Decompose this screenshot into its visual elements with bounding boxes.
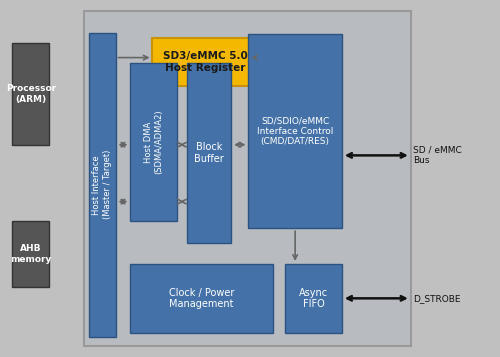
FancyBboxPatch shape xyxy=(152,38,258,86)
FancyBboxPatch shape xyxy=(12,43,49,145)
Text: Block
Buffer: Block Buffer xyxy=(194,142,224,164)
Text: SD3/eMMC 5.0
Host Register: SD3/eMMC 5.0 Host Register xyxy=(163,51,248,73)
Text: D_STROBE: D_STROBE xyxy=(413,294,461,303)
Text: SD/SDIO/eMMC
Interface Control
(CMD/DAT/RES): SD/SDIO/eMMC Interface Control (CMD/DAT/… xyxy=(257,116,334,146)
FancyBboxPatch shape xyxy=(130,264,273,333)
FancyBboxPatch shape xyxy=(88,33,116,337)
Text: Host DMA
(SDMA/ADMA2): Host DMA (SDMA/ADMA2) xyxy=(144,110,164,174)
Text: AHB
memory: AHB memory xyxy=(10,245,51,264)
Text: Host Interface
(Master / Target): Host Interface (Master / Target) xyxy=(92,150,112,220)
Text: Async
FIFO: Async FIFO xyxy=(299,288,328,309)
FancyBboxPatch shape xyxy=(130,63,177,221)
FancyBboxPatch shape xyxy=(286,264,342,333)
FancyBboxPatch shape xyxy=(187,63,231,242)
FancyBboxPatch shape xyxy=(12,221,49,287)
Text: SD / eMMC
Bus: SD / eMMC Bus xyxy=(413,146,462,165)
Text: Clock / Power
Management: Clock / Power Management xyxy=(169,288,234,309)
FancyBboxPatch shape xyxy=(84,11,411,346)
Text: Processor
(ARM): Processor (ARM) xyxy=(6,84,56,104)
FancyBboxPatch shape xyxy=(248,35,342,228)
